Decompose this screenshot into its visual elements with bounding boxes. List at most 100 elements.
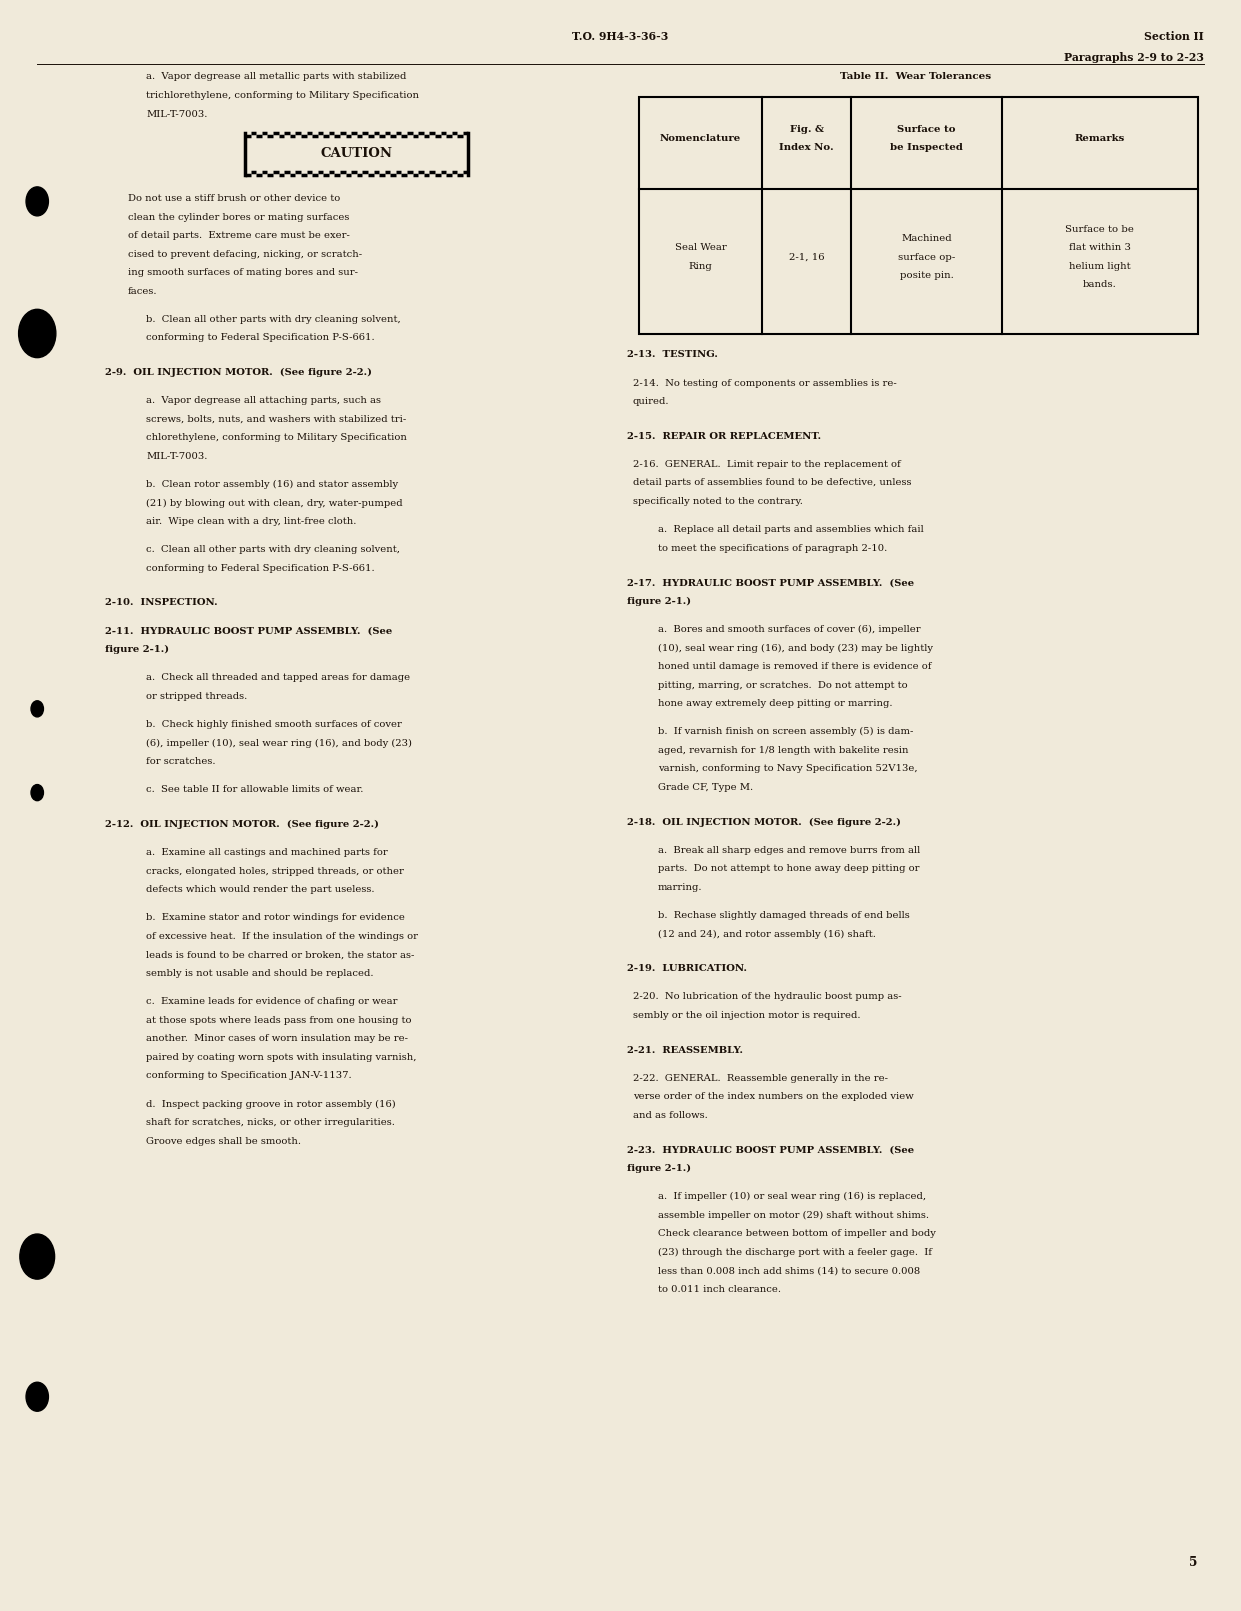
Text: Fig. &: Fig. &: [789, 126, 824, 134]
Text: b.  Clean rotor assembly (16) and stator assembly: b. Clean rotor assembly (16) and stator …: [146, 480, 398, 490]
Text: marring.: marring.: [658, 883, 702, 892]
Text: 2-14.  No testing of components or assemblies is re-: 2-14. No testing of components or assemb…: [633, 379, 897, 388]
Text: to meet the specifications of paragraph 2-10.: to meet the specifications of paragraph …: [658, 543, 887, 553]
Text: b.  Rechase slightly damaged threads of end bells: b. Rechase slightly damaged threads of e…: [658, 910, 910, 920]
Text: c.  Clean all other parts with dry cleaning solvent,: c. Clean all other parts with dry cleani…: [146, 545, 401, 554]
Text: cracks, elongated holes, stripped threads, or other: cracks, elongated holes, stripped thread…: [146, 867, 405, 876]
Text: honed until damage is removed if there is evidence of: honed until damage is removed if there i…: [658, 662, 931, 672]
Text: a.  If impeller (10) or seal wear ring (16) is replaced,: a. If impeller (10) or seal wear ring (1…: [658, 1192, 926, 1202]
Text: 5: 5: [1189, 1556, 1198, 1569]
Circle shape: [31, 701, 43, 717]
Text: varnish, conforming to Navy Specification 52V13e,: varnish, conforming to Navy Specificatio…: [658, 764, 917, 773]
Text: a.  Bores and smooth surfaces of cover (6), impeller: a. Bores and smooth surfaces of cover (6…: [658, 625, 921, 635]
Circle shape: [19, 309, 56, 358]
Circle shape: [20, 1234, 55, 1279]
Text: c.  See table II for allowable limits of wear.: c. See table II for allowable limits of …: [146, 785, 364, 794]
Text: assemble impeller on motor (29) shaft without shims.: assemble impeller on motor (29) shaft wi…: [658, 1210, 928, 1220]
Text: verse order of the index numbers on the exploded view: verse order of the index numbers on the …: [633, 1092, 913, 1102]
Text: chlorethylene, conforming to Military Specification: chlorethylene, conforming to Military Sp…: [146, 433, 407, 443]
Text: MIL-T-7003.: MIL-T-7003.: [146, 110, 207, 119]
Text: conforming to Federal Specification P-S-661.: conforming to Federal Specification P-S-…: [146, 333, 375, 343]
Text: of excessive heat.  If the insulation of the windings or: of excessive heat. If the insulation of …: [146, 931, 418, 941]
Text: b.  Clean all other parts with dry cleaning solvent,: b. Clean all other parts with dry cleani…: [146, 314, 401, 324]
Text: for scratches.: for scratches.: [146, 757, 216, 767]
Text: leads is found to be charred or broken, the stator as-: leads is found to be charred or broken, …: [146, 950, 414, 960]
Text: MIL-T-7003.: MIL-T-7003.: [146, 451, 207, 461]
Text: specifically noted to the contrary.: specifically noted to the contrary.: [633, 496, 803, 506]
Text: aged, revarnish for 1/8 length with bakelite resin: aged, revarnish for 1/8 length with bake…: [658, 746, 908, 756]
Text: b.  Examine stator and rotor windings for evidence: b. Examine stator and rotor windings for…: [146, 913, 406, 923]
Text: d.  Inspect packing groove in rotor assembly (16): d. Inspect packing groove in rotor assem…: [146, 1099, 396, 1108]
Text: Grade CF, Type M.: Grade CF, Type M.: [658, 783, 753, 793]
Bar: [244, 134, 468, 176]
Text: conforming to Specification JAN-V-1137.: conforming to Specification JAN-V-1137.: [146, 1071, 352, 1081]
Text: (6), impeller (10), seal wear ring (16), and body (23): (6), impeller (10), seal wear ring (16),…: [146, 738, 412, 748]
Text: Section II: Section II: [1144, 31, 1204, 42]
Text: a.  Replace all detail parts and assemblies which fail: a. Replace all detail parts and assembli…: [658, 525, 923, 535]
Text: figure 2-1.): figure 2-1.): [627, 1163, 691, 1173]
Text: 2-18.  OIL INJECTION MOTOR.  (See figure 2-2.): 2-18. OIL INJECTION MOTOR. (See figure 2…: [627, 817, 901, 826]
Text: a.  Check all threaded and tapped areas for damage: a. Check all threaded and tapped areas f…: [146, 673, 411, 683]
Text: c.  Examine leads for evidence of chafing or wear: c. Examine leads for evidence of chafing…: [146, 997, 398, 1007]
Text: 2-1, 16: 2-1, 16: [789, 253, 824, 261]
Text: 2-17.  HYDRAULIC BOOST PUMP ASSEMBLY.  (See: 2-17. HYDRAULIC BOOST PUMP ASSEMBLY. (Se…: [627, 578, 913, 588]
Text: a.  Vapor degrease all metallic parts with stabilized: a. Vapor degrease all metallic parts wit…: [146, 72, 407, 82]
Text: 2-9.  OIL INJECTION MOTOR.  (See figure 2-2.): 2-9. OIL INJECTION MOTOR. (See figure 2-…: [105, 367, 372, 377]
Text: of detail parts.  Extreme care must be exer-: of detail parts. Extreme care must be ex…: [128, 230, 350, 240]
Text: CAUTION: CAUTION: [320, 147, 393, 161]
Text: defects which would render the part useless.: defects which would render the part usel…: [146, 884, 375, 894]
Text: surface op-: surface op-: [898, 253, 956, 261]
Text: to 0.011 inch clearance.: to 0.011 inch clearance.: [658, 1284, 781, 1294]
Text: screws, bolts, nuts, and washers with stabilized tri-: screws, bolts, nuts, and washers with st…: [146, 414, 407, 424]
Text: a.  Break all sharp edges and remove burrs from all: a. Break all sharp edges and remove burr…: [658, 846, 920, 855]
Text: or stripped threads.: or stripped threads.: [146, 691, 248, 701]
Text: pitting, marring, or scratches.  Do not attempt to: pitting, marring, or scratches. Do not a…: [658, 680, 907, 690]
Text: 2-15.  REPAIR OR REPLACEMENT.: 2-15. REPAIR OR REPLACEMENT.: [627, 432, 820, 441]
Text: Table II.  Wear Tolerances: Table II. Wear Tolerances: [840, 72, 990, 82]
Text: paired by coating worn spots with insulating varnish,: paired by coating worn spots with insula…: [146, 1052, 417, 1062]
Text: T.O. 9H4-3-36-3: T.O. 9H4-3-36-3: [572, 31, 669, 42]
Text: faces.: faces.: [128, 287, 158, 296]
Text: parts.  Do not attempt to hone away deep pitting or: parts. Do not attempt to hone away deep …: [658, 863, 920, 873]
Bar: [639, 97, 1198, 335]
Text: figure 2-1.): figure 2-1.): [105, 644, 170, 654]
Text: less than 0.008 inch add shims (14) to secure 0.008: less than 0.008 inch add shims (14) to s…: [658, 1266, 920, 1276]
Text: sembly or the oil injection motor is required.: sembly or the oil injection motor is req…: [633, 1010, 860, 1020]
Text: Ring: Ring: [689, 261, 712, 271]
Text: cised to prevent defacing, nicking, or scratch-: cised to prevent defacing, nicking, or s…: [128, 250, 362, 259]
Text: b.  Check highly finished smooth surfaces of cover: b. Check highly finished smooth surfaces…: [146, 720, 402, 730]
Text: Check clearance between bottom of impeller and body: Check clearance between bottom of impell…: [658, 1229, 936, 1239]
Circle shape: [26, 1382, 48, 1411]
Text: 2-10.  INSPECTION.: 2-10. INSPECTION.: [105, 598, 218, 607]
Text: helium light: helium light: [1069, 263, 1131, 271]
Text: (12 and 24), and rotor assembly (16) shaft.: (12 and 24), and rotor assembly (16) sha…: [658, 930, 876, 939]
Text: Surface to: Surface to: [897, 126, 956, 134]
Text: detail parts of assemblies found to be defective, unless: detail parts of assemblies found to be d…: [633, 478, 911, 488]
Text: 2-19.  LUBRICATION.: 2-19. LUBRICATION.: [627, 963, 747, 973]
Text: Paragraphs 2-9 to 2-23: Paragraphs 2-9 to 2-23: [1064, 52, 1204, 63]
Text: posite pin.: posite pin.: [900, 271, 953, 280]
Text: Remarks: Remarks: [1075, 134, 1124, 143]
Text: 2-11.  HYDRAULIC BOOST PUMP ASSEMBLY.  (See: 2-11. HYDRAULIC BOOST PUMP ASSEMBLY. (Se…: [105, 627, 392, 636]
Text: Index No.: Index No.: [779, 143, 834, 153]
Text: 2-22.  GENERAL.  Reassemble generally in the re-: 2-22. GENERAL. Reassemble generally in t…: [633, 1073, 887, 1083]
Text: conforming to Federal Specification P-S-661.: conforming to Federal Specification P-S-…: [146, 564, 375, 574]
Text: a.  Vapor degrease all attaching parts, such as: a. Vapor degrease all attaching parts, s…: [146, 396, 381, 406]
Text: (21) by blowing out with clean, dry, water-pumped: (21) by blowing out with clean, dry, wat…: [146, 498, 403, 507]
Text: 2-23.  HYDRAULIC BOOST PUMP ASSEMBLY.  (See: 2-23. HYDRAULIC BOOST PUMP ASSEMBLY. (Se…: [627, 1145, 913, 1155]
Text: and as follows.: and as follows.: [633, 1110, 707, 1120]
Text: Machined: Machined: [901, 234, 952, 243]
Text: flat within 3: flat within 3: [1069, 243, 1131, 253]
Text: 2-20.  No lubrication of the hydraulic boost pump as-: 2-20. No lubrication of the hydraulic bo…: [633, 992, 901, 1002]
Circle shape: [26, 187, 48, 216]
Text: at those spots where leads pass from one housing to: at those spots where leads pass from one…: [146, 1015, 412, 1025]
Text: b.  If varnish finish on screen assembly (5) is dam-: b. If varnish finish on screen assembly …: [658, 727, 913, 736]
Text: a.  Examine all castings and machined parts for: a. Examine all castings and machined par…: [146, 847, 388, 857]
Text: be Inspected: be Inspected: [890, 143, 963, 153]
Text: (23) through the discharge port with a feeler gage.  If: (23) through the discharge port with a f…: [658, 1247, 932, 1257]
Text: Seal Wear: Seal Wear: [675, 243, 726, 253]
Text: figure 2-1.): figure 2-1.): [627, 596, 691, 606]
Text: Surface to be: Surface to be: [1066, 226, 1134, 234]
Text: 2-21.  REASSEMBLY.: 2-21. REASSEMBLY.: [627, 1046, 742, 1055]
Text: shaft for scratches, nicks, or other irregularities.: shaft for scratches, nicks, or other irr…: [146, 1118, 396, 1128]
